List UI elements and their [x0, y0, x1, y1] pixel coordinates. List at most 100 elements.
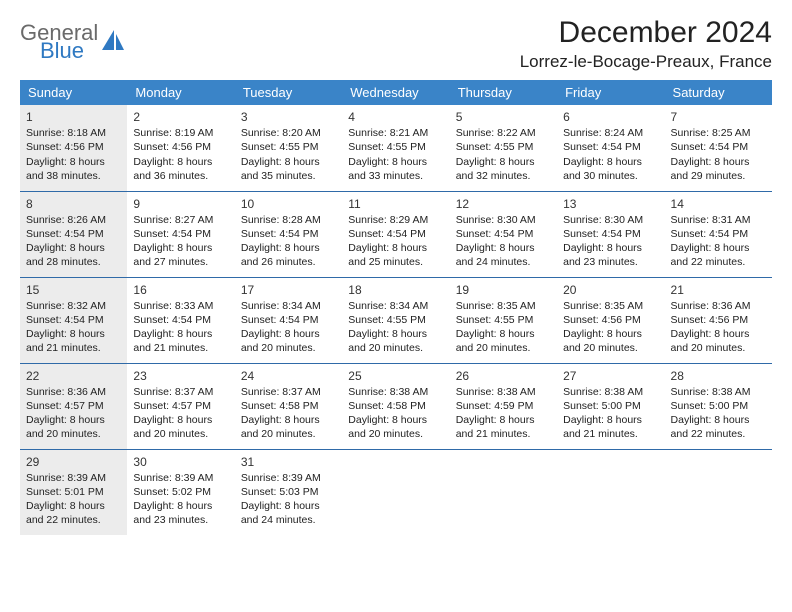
daylight-line: Daylight: 8 hours and 35 minutes. — [241, 155, 336, 183]
daylight-line: Daylight: 8 hours and 36 minutes. — [133, 155, 228, 183]
sunset-line: Sunset: 4:54 PM — [348, 227, 443, 241]
daylight-line: Daylight: 8 hours and 20 minutes. — [26, 413, 121, 441]
sunset-line: Sunset: 4:56 PM — [563, 313, 658, 327]
sunset-line: Sunset: 4:54 PM — [563, 140, 658, 154]
day-number: 6 — [563, 109, 658, 125]
calendar-day-cell: 17Sunrise: 8:34 AMSunset: 4:54 PMDayligh… — [235, 277, 342, 363]
sunrise-line: Sunrise: 8:39 AM — [241, 471, 336, 485]
sunrise-line: Sunrise: 8:21 AM — [348, 126, 443, 140]
daylight-line: Daylight: 8 hours and 22 minutes. — [671, 413, 766, 441]
calendar-day-cell: 18Sunrise: 8:34 AMSunset: 4:55 PMDayligh… — [342, 277, 449, 363]
sunset-line: Sunset: 4:55 PM — [348, 140, 443, 154]
calendar-header-row: SundayMondayTuesdayWednesdayThursdayFrid… — [20, 80, 772, 105]
sunset-line: Sunset: 4:57 PM — [26, 399, 121, 413]
day-number: 20 — [563, 282, 658, 298]
day-number: 1 — [26, 109, 121, 125]
calendar-day-cell: 28Sunrise: 8:38 AMSunset: 5:00 PMDayligh… — [665, 363, 772, 449]
calendar-day-cell: 7Sunrise: 8:25 AMSunset: 4:54 PMDaylight… — [665, 105, 772, 191]
calendar-week-row: 15Sunrise: 8:32 AMSunset: 4:54 PMDayligh… — [20, 277, 772, 363]
day-number: 3 — [241, 109, 336, 125]
sunrise-line: Sunrise: 8:25 AM — [671, 126, 766, 140]
calendar-day-cell: 24Sunrise: 8:37 AMSunset: 4:58 PMDayligh… — [235, 363, 342, 449]
day-header: Sunday — [20, 80, 127, 105]
sunset-line: Sunset: 4:59 PM — [456, 399, 551, 413]
calendar-day-cell: 16Sunrise: 8:33 AMSunset: 4:54 PMDayligh… — [127, 277, 234, 363]
calendar-day-cell: 30Sunrise: 8:39 AMSunset: 5:02 PMDayligh… — [127, 449, 234, 535]
sunset-line: Sunset: 4:54 PM — [133, 227, 228, 241]
calendar-day-cell: 13Sunrise: 8:30 AMSunset: 4:54 PMDayligh… — [557, 191, 664, 277]
daylight-line: Daylight: 8 hours and 24 minutes. — [241, 499, 336, 527]
calendar-day-cell: 21Sunrise: 8:36 AMSunset: 4:56 PMDayligh… — [665, 277, 772, 363]
daylight-line: Daylight: 8 hours and 25 minutes. — [348, 241, 443, 269]
day-header: Friday — [557, 80, 664, 105]
day-number: 21 — [671, 282, 766, 298]
daylight-line: Daylight: 8 hours and 23 minutes. — [133, 499, 228, 527]
sunrise-line: Sunrise: 8:35 AM — [456, 299, 551, 313]
sunset-line: Sunset: 4:56 PM — [671, 313, 766, 327]
calendar-day-cell: 6Sunrise: 8:24 AMSunset: 4:54 PMDaylight… — [557, 105, 664, 191]
daylight-line: Daylight: 8 hours and 21 minutes. — [26, 327, 121, 355]
sunrise-line: Sunrise: 8:32 AM — [26, 299, 121, 313]
day-number: 26 — [456, 368, 551, 384]
sunrise-line: Sunrise: 8:29 AM — [348, 213, 443, 227]
logo-text-blue: Blue — [40, 40, 98, 62]
sunset-line: Sunset: 4:58 PM — [241, 399, 336, 413]
day-header: Monday — [127, 80, 234, 105]
day-header: Tuesday — [235, 80, 342, 105]
sunrise-line: Sunrise: 8:38 AM — [348, 385, 443, 399]
sunset-line: Sunset: 5:00 PM — [563, 399, 658, 413]
title-block: December 2024 Lorrez-le-Bocage-Preaux, F… — [520, 16, 772, 72]
daylight-line: Daylight: 8 hours and 26 minutes. — [241, 241, 336, 269]
day-number: 10 — [241, 196, 336, 212]
sunrise-line: Sunrise: 8:38 AM — [563, 385, 658, 399]
sunrise-line: Sunrise: 8:26 AM — [26, 213, 121, 227]
daylight-line: Daylight: 8 hours and 20 minutes. — [563, 327, 658, 355]
sunset-line: Sunset: 5:00 PM — [671, 399, 766, 413]
day-number: 31 — [241, 454, 336, 470]
calendar-day-cell: 5Sunrise: 8:22 AMSunset: 4:55 PMDaylight… — [450, 105, 557, 191]
day-number: 12 — [456, 196, 551, 212]
sunset-line: Sunset: 4:54 PM — [563, 227, 658, 241]
day-number: 27 — [563, 368, 658, 384]
daylight-line: Daylight: 8 hours and 20 minutes. — [133, 413, 228, 441]
daylight-line: Daylight: 8 hours and 20 minutes. — [671, 327, 766, 355]
day-number: 11 — [348, 196, 443, 212]
sunrise-line: Sunrise: 8:39 AM — [133, 471, 228, 485]
daylight-line: Daylight: 8 hours and 27 minutes. — [133, 241, 228, 269]
calendar-day-cell: 26Sunrise: 8:38 AMSunset: 4:59 PMDayligh… — [450, 363, 557, 449]
sunrise-line: Sunrise: 8:37 AM — [241, 385, 336, 399]
calendar-week-row: 29Sunrise: 8:39 AMSunset: 5:01 PMDayligh… — [20, 449, 772, 535]
sunset-line: Sunset: 4:56 PM — [26, 140, 121, 154]
daylight-line: Daylight: 8 hours and 29 minutes. — [671, 155, 766, 183]
daylight-line: Daylight: 8 hours and 28 minutes. — [26, 241, 121, 269]
sunrise-line: Sunrise: 8:19 AM — [133, 126, 228, 140]
calendar-day-cell: 14Sunrise: 8:31 AMSunset: 4:54 PMDayligh… — [665, 191, 772, 277]
calendar-week-row: 1Sunrise: 8:18 AMSunset: 4:56 PMDaylight… — [20, 105, 772, 191]
calendar-day-cell: 3Sunrise: 8:20 AMSunset: 4:55 PMDaylight… — [235, 105, 342, 191]
sunrise-line: Sunrise: 8:33 AM — [133, 299, 228, 313]
day-number: 7 — [671, 109, 766, 125]
day-number: 16 — [133, 282, 228, 298]
daylight-line: Daylight: 8 hours and 22 minutes. — [671, 241, 766, 269]
calendar-empty-cell — [342, 449, 449, 535]
sunset-line: Sunset: 4:58 PM — [348, 399, 443, 413]
sunset-line: Sunset: 4:55 PM — [456, 313, 551, 327]
calendar-day-cell: 22Sunrise: 8:36 AMSunset: 4:57 PMDayligh… — [20, 363, 127, 449]
sunrise-line: Sunrise: 8:38 AM — [671, 385, 766, 399]
calendar-empty-cell — [557, 449, 664, 535]
sunrise-line: Sunrise: 8:20 AM — [241, 126, 336, 140]
daylight-line: Daylight: 8 hours and 24 minutes. — [456, 241, 551, 269]
calendar-day-cell: 8Sunrise: 8:26 AMSunset: 4:54 PMDaylight… — [20, 191, 127, 277]
sunset-line: Sunset: 4:54 PM — [456, 227, 551, 241]
sunset-line: Sunset: 4:55 PM — [348, 313, 443, 327]
sunset-line: Sunset: 5:02 PM — [133, 485, 228, 499]
sunset-line: Sunset: 5:01 PM — [26, 485, 121, 499]
day-number: 18 — [348, 282, 443, 298]
day-number: 24 — [241, 368, 336, 384]
calendar-body: 1Sunrise: 8:18 AMSunset: 4:56 PMDaylight… — [20, 105, 772, 535]
daylight-line: Daylight: 8 hours and 22 minutes. — [26, 499, 121, 527]
day-number: 5 — [456, 109, 551, 125]
sunset-line: Sunset: 4:54 PM — [671, 227, 766, 241]
sunset-line: Sunset: 5:03 PM — [241, 485, 336, 499]
daylight-line: Daylight: 8 hours and 33 minutes. — [348, 155, 443, 183]
